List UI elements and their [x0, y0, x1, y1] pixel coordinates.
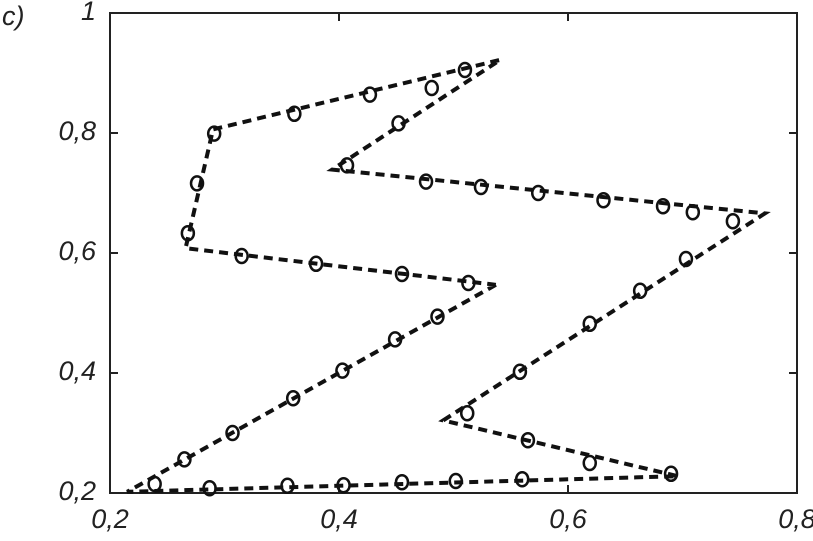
marker	[596, 191, 611, 209]
y-tick-label: 0,8	[58, 116, 96, 146]
marker	[206, 125, 222, 142]
marker	[457, 61, 473, 79]
marker	[234, 247, 249, 265]
marker	[632, 282, 648, 300]
marker	[655, 197, 671, 215]
marker	[685, 203, 701, 221]
marker	[459, 404, 475, 422]
marker	[582, 315, 598, 333]
y-tick-label: 0,2	[58, 476, 96, 506]
marker	[336, 476, 351, 494]
y-tick-label: 1	[81, 0, 96, 26]
marker	[387, 331, 403, 348]
marker	[582, 454, 598, 472]
marker	[225, 424, 240, 442]
marker	[725, 212, 741, 230]
marker	[473, 178, 489, 196]
marker	[202, 479, 217, 497]
x-tick-label: 0,4	[320, 504, 358, 534]
marker	[418, 173, 434, 190]
marker	[461, 274, 476, 292]
marker	[180, 224, 196, 242]
marker	[285, 389, 301, 407]
marker	[362, 86, 378, 103]
marker	[394, 473, 410, 491]
dashed-line	[126, 57, 771, 494]
marker	[530, 184, 546, 202]
marker	[430, 308, 445, 325]
marker	[177, 451, 192, 468]
x-tick-label: 0,6	[549, 504, 588, 534]
marker	[512, 363, 528, 381]
marker	[678, 250, 694, 268]
marker	[335, 362, 350, 379]
marker	[514, 470, 530, 488]
marker	[663, 465, 679, 483]
y-tick-label: 0,6	[58, 236, 97, 266]
marker	[308, 255, 324, 273]
marker	[287, 105, 302, 123]
y-tick-label: 0,4	[58, 356, 96, 386]
marker	[189, 175, 205, 192]
marker	[424, 79, 439, 97]
marker	[339, 157, 355, 174]
marker	[448, 472, 464, 490]
x-tick-label: 0,2	[91, 504, 129, 534]
marker	[394, 265, 410, 283]
marker	[147, 475, 162, 493]
annotation: c)	[2, 1, 25, 31]
x-tick-label: 0,8	[778, 504, 813, 534]
marker	[280, 477, 295, 495]
marker	[520, 431, 536, 449]
marker	[391, 115, 406, 132]
